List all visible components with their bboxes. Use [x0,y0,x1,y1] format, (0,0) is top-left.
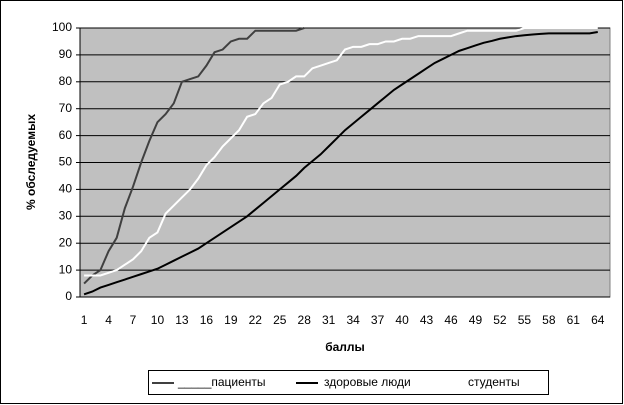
x-tick-label: 19 [224,313,238,327]
x-tick-label: 64 [591,313,605,327]
legend [148,370,549,395]
x-tick-label: 49 [469,313,483,327]
x-tick-label: 10 [151,313,165,327]
y-tick-label: 10 [59,262,73,276]
x-tick-label: 58 [542,313,556,327]
x-tick-label: 46 [444,313,458,327]
x-tick-label: 37 [371,313,385,327]
series-line [83,27,305,285]
x-tick-label: 61 [567,313,581,327]
x-tick-label: 1 [81,313,88,327]
series-line [84,27,598,277]
y-tick-label: 90 [59,47,73,61]
y-tick-label: 40 [59,182,73,196]
x-tick-label: 25 [273,313,287,327]
x-axis-title: баллы [325,340,365,354]
x-tick-label: 55 [518,313,532,327]
x-tick-label: 34 [346,313,360,327]
x-tick-label: 4 [105,313,112,327]
x-tick-label: 43 [420,313,434,327]
y-tick-label: 0 [65,289,72,303]
y-tick-label: 50 [59,155,73,169]
y-tick-label: 100 [52,20,72,34]
x-tick-label: 16 [200,313,214,327]
y-tick-label: 80 [59,74,73,88]
x-tick-label: 13 [175,313,189,327]
legend-label: _____пациенты [177,375,266,389]
series-line [83,31,598,296]
y-axis-title: % обследуемых [24,114,38,210]
x-tick-label: 40 [395,313,409,327]
x-tick-label: 7 [130,313,137,327]
y-tick-label: 30 [59,208,73,222]
y-tick-label: 70 [59,101,73,115]
y-tick-label: 20 [59,235,73,249]
legend-label: студенты [468,375,520,389]
x-tick-label: 28 [298,313,312,327]
legend-label: здоровые люди [324,375,411,389]
y-tick-label: 60 [59,128,73,142]
x-tick-label: 52 [493,313,507,327]
x-tick-label: 31 [322,313,336,327]
x-tick-label: 22 [249,313,263,327]
